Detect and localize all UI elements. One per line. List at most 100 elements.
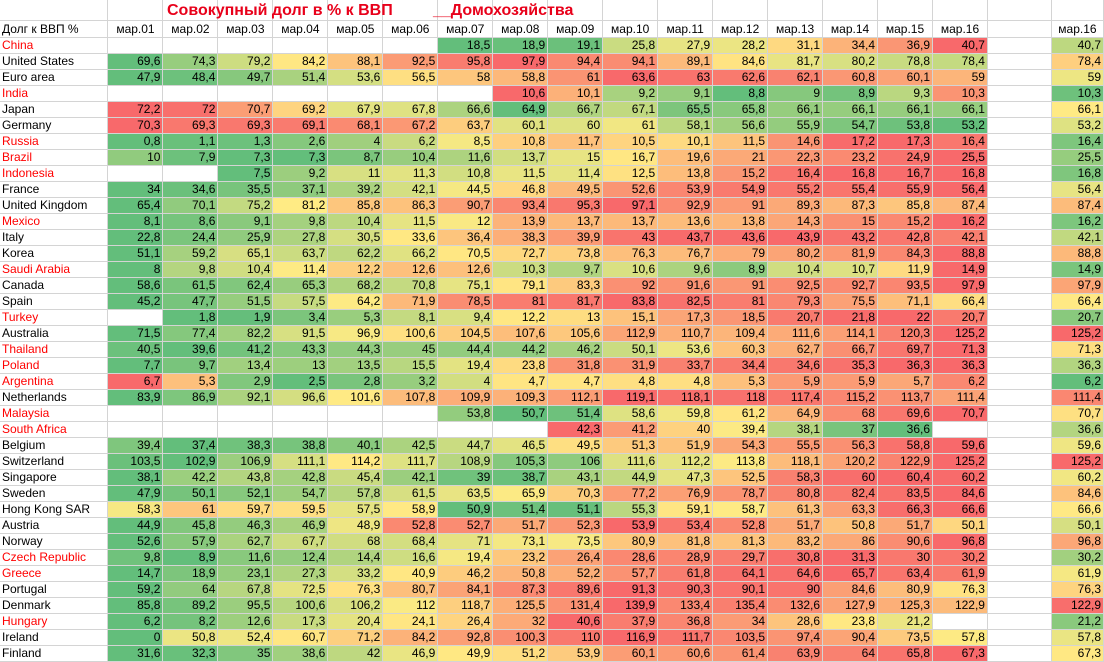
- spacer-cell[interactable]: [987, 293, 1052, 310]
- value-cell[interactable]: 89,6: [547, 581, 604, 598]
- value-cell[interactable]: 31,9: [602, 357, 659, 374]
- value-cell[interactable]: 4,7: [547, 373, 604, 390]
- value-cell[interactable]: 50,8: [162, 629, 219, 646]
- value-cell[interactable]: [107, 309, 164, 326]
- value-cell[interactable]: 139,9: [602, 597, 659, 614]
- last-value-cell[interactable]: 66,1: [1051, 101, 1104, 118]
- value-cell[interactable]: 50,1: [602, 341, 659, 358]
- value-cell[interactable]: 40,5: [107, 341, 164, 358]
- value-cell[interactable]: 31,8: [547, 357, 604, 374]
- value-cell[interactable]: 71,2: [327, 629, 384, 646]
- sheet-cell[interactable]: [0, 0, 109, 21]
- value-cell[interactable]: 9,8: [272, 213, 329, 230]
- value-cell[interactable]: 53,2: [932, 117, 988, 134]
- value-cell[interactable]: 36,6: [877, 421, 933, 438]
- last-value-cell[interactable]: 25,5: [1051, 149, 1104, 166]
- value-cell[interactable]: 90,6: [877, 533, 933, 550]
- spacer-cell[interactable]: [987, 309, 1052, 326]
- value-cell[interactable]: 109,4: [712, 325, 769, 342]
- value-cell[interactable]: 71: [437, 533, 494, 550]
- value-cell[interactable]: 66,1: [767, 101, 824, 118]
- value-cell[interactable]: 8,8: [712, 85, 769, 102]
- spacer-cell[interactable]: [987, 581, 1052, 598]
- value-cell[interactable]: 34,6: [162, 181, 219, 198]
- value-cell[interactable]: 92,1: [217, 389, 274, 406]
- value-cell[interactable]: 67,8: [382, 101, 439, 118]
- value-cell[interactable]: 57,8: [932, 629, 988, 646]
- value-cell[interactable]: 65,5: [657, 101, 714, 118]
- value-cell[interactable]: 45: [382, 341, 439, 358]
- value-cell[interactable]: 13,8: [712, 213, 769, 230]
- year-header[interactable]: мар.03: [217, 20, 274, 38]
- value-cell[interactable]: 87,4: [932, 197, 988, 214]
- value-cell[interactable]: 28,6: [602, 549, 659, 566]
- value-cell[interactable]: 11,5: [382, 213, 439, 230]
- value-cell[interactable]: 53,8: [437, 405, 494, 422]
- value-cell[interactable]: 51,4: [492, 501, 549, 518]
- value-cell[interactable]: 10,4: [327, 213, 384, 230]
- value-cell[interactable]: 43,7: [657, 229, 714, 246]
- country-name[interactable]: Poland: [0, 357, 109, 374]
- value-cell[interactable]: 73,8: [547, 245, 604, 262]
- value-cell[interactable]: 42,5: [382, 437, 439, 454]
- value-cell[interactable]: 65,4: [107, 197, 164, 214]
- value-cell[interactable]: 80,2: [767, 245, 824, 262]
- sheet-cell[interactable]: [327, 0, 384, 21]
- sheet-cell[interactable]: [987, 0, 1052, 21]
- value-cell[interactable]: 7,5: [217, 165, 274, 182]
- value-cell[interactable]: 1,1: [162, 133, 219, 150]
- value-cell[interactable]: 51,1: [547, 501, 604, 518]
- value-cell[interactable]: 54,7: [272, 485, 329, 502]
- value-cell[interactable]: 102,9: [162, 453, 219, 470]
- value-cell[interactable]: 125,2: [932, 453, 988, 470]
- value-cell[interactable]: 135,4: [712, 597, 769, 614]
- value-cell[interactable]: 69,2: [272, 101, 329, 118]
- value-cell[interactable]: 24,9: [877, 149, 933, 166]
- value-cell[interactable]: 92,8: [437, 629, 494, 646]
- value-cell[interactable]: [327, 421, 384, 438]
- value-cell[interactable]: 11,6: [217, 549, 274, 566]
- value-cell[interactable]: 81,8: [657, 533, 714, 550]
- value-cell[interactable]: 36,9: [877, 37, 933, 54]
- value-cell[interactable]: 50,1: [162, 485, 219, 502]
- value-cell[interactable]: 109,9: [437, 389, 494, 406]
- value-cell[interactable]: 25,8: [602, 37, 659, 54]
- value-cell[interactable]: 29,7: [712, 549, 769, 566]
- value-cell[interactable]: 61,4: [712, 645, 769, 662]
- value-cell[interactable]: 67,8: [217, 581, 274, 598]
- value-cell[interactable]: 19,6: [657, 149, 714, 166]
- spacer-cell[interactable]: [987, 69, 1052, 86]
- country-name[interactable]: Mexico: [0, 213, 109, 230]
- last-value-cell[interactable]: 50,1: [1051, 517, 1104, 534]
- value-cell[interactable]: 120,3: [877, 325, 933, 342]
- value-cell[interactable]: 60,7: [272, 629, 329, 646]
- value-cell[interactable]: 120,2: [822, 453, 879, 470]
- sheet-cell[interactable]: [767, 0, 824, 21]
- value-cell[interactable]: 64,9: [767, 405, 824, 422]
- value-cell[interactable]: 106,2: [327, 597, 384, 614]
- value-cell[interactable]: 35,5: [217, 181, 274, 198]
- value-cell[interactable]: 79: [712, 245, 769, 262]
- value-cell[interactable]: 11,7: [547, 133, 604, 150]
- value-cell[interactable]: 13,9: [492, 213, 549, 230]
- value-cell[interactable]: 80,2: [822, 53, 879, 70]
- value-cell[interactable]: 55,9: [877, 181, 933, 198]
- value-cell[interactable]: 60,8: [822, 69, 879, 86]
- value-cell[interactable]: 95,5: [217, 597, 274, 614]
- value-cell[interactable]: 71,9: [382, 293, 439, 310]
- last-value-cell[interactable]: 40,7: [1051, 37, 1104, 54]
- last-value-cell[interactable]: 111,4: [1051, 389, 1104, 406]
- value-cell[interactable]: 33,7: [657, 357, 714, 374]
- value-cell[interactable]: 13: [272, 357, 329, 374]
- last-value-cell[interactable]: 21,2: [1051, 613, 1104, 630]
- value-cell[interactable]: 1,3: [217, 133, 274, 150]
- value-cell[interactable]: 34: [107, 181, 164, 198]
- value-cell[interactable]: 79,2: [217, 53, 274, 70]
- value-cell[interactable]: 60,2: [932, 469, 988, 486]
- spacer-cell[interactable]: [987, 357, 1052, 374]
- value-cell[interactable]: 105,3: [492, 453, 549, 470]
- value-cell[interactable]: 63,7: [437, 117, 494, 134]
- value-cell[interactable]: 9,8: [107, 549, 164, 566]
- value-cell[interactable]: 78,7: [712, 485, 769, 502]
- country-name[interactable]: Czech Republic: [0, 549, 109, 566]
